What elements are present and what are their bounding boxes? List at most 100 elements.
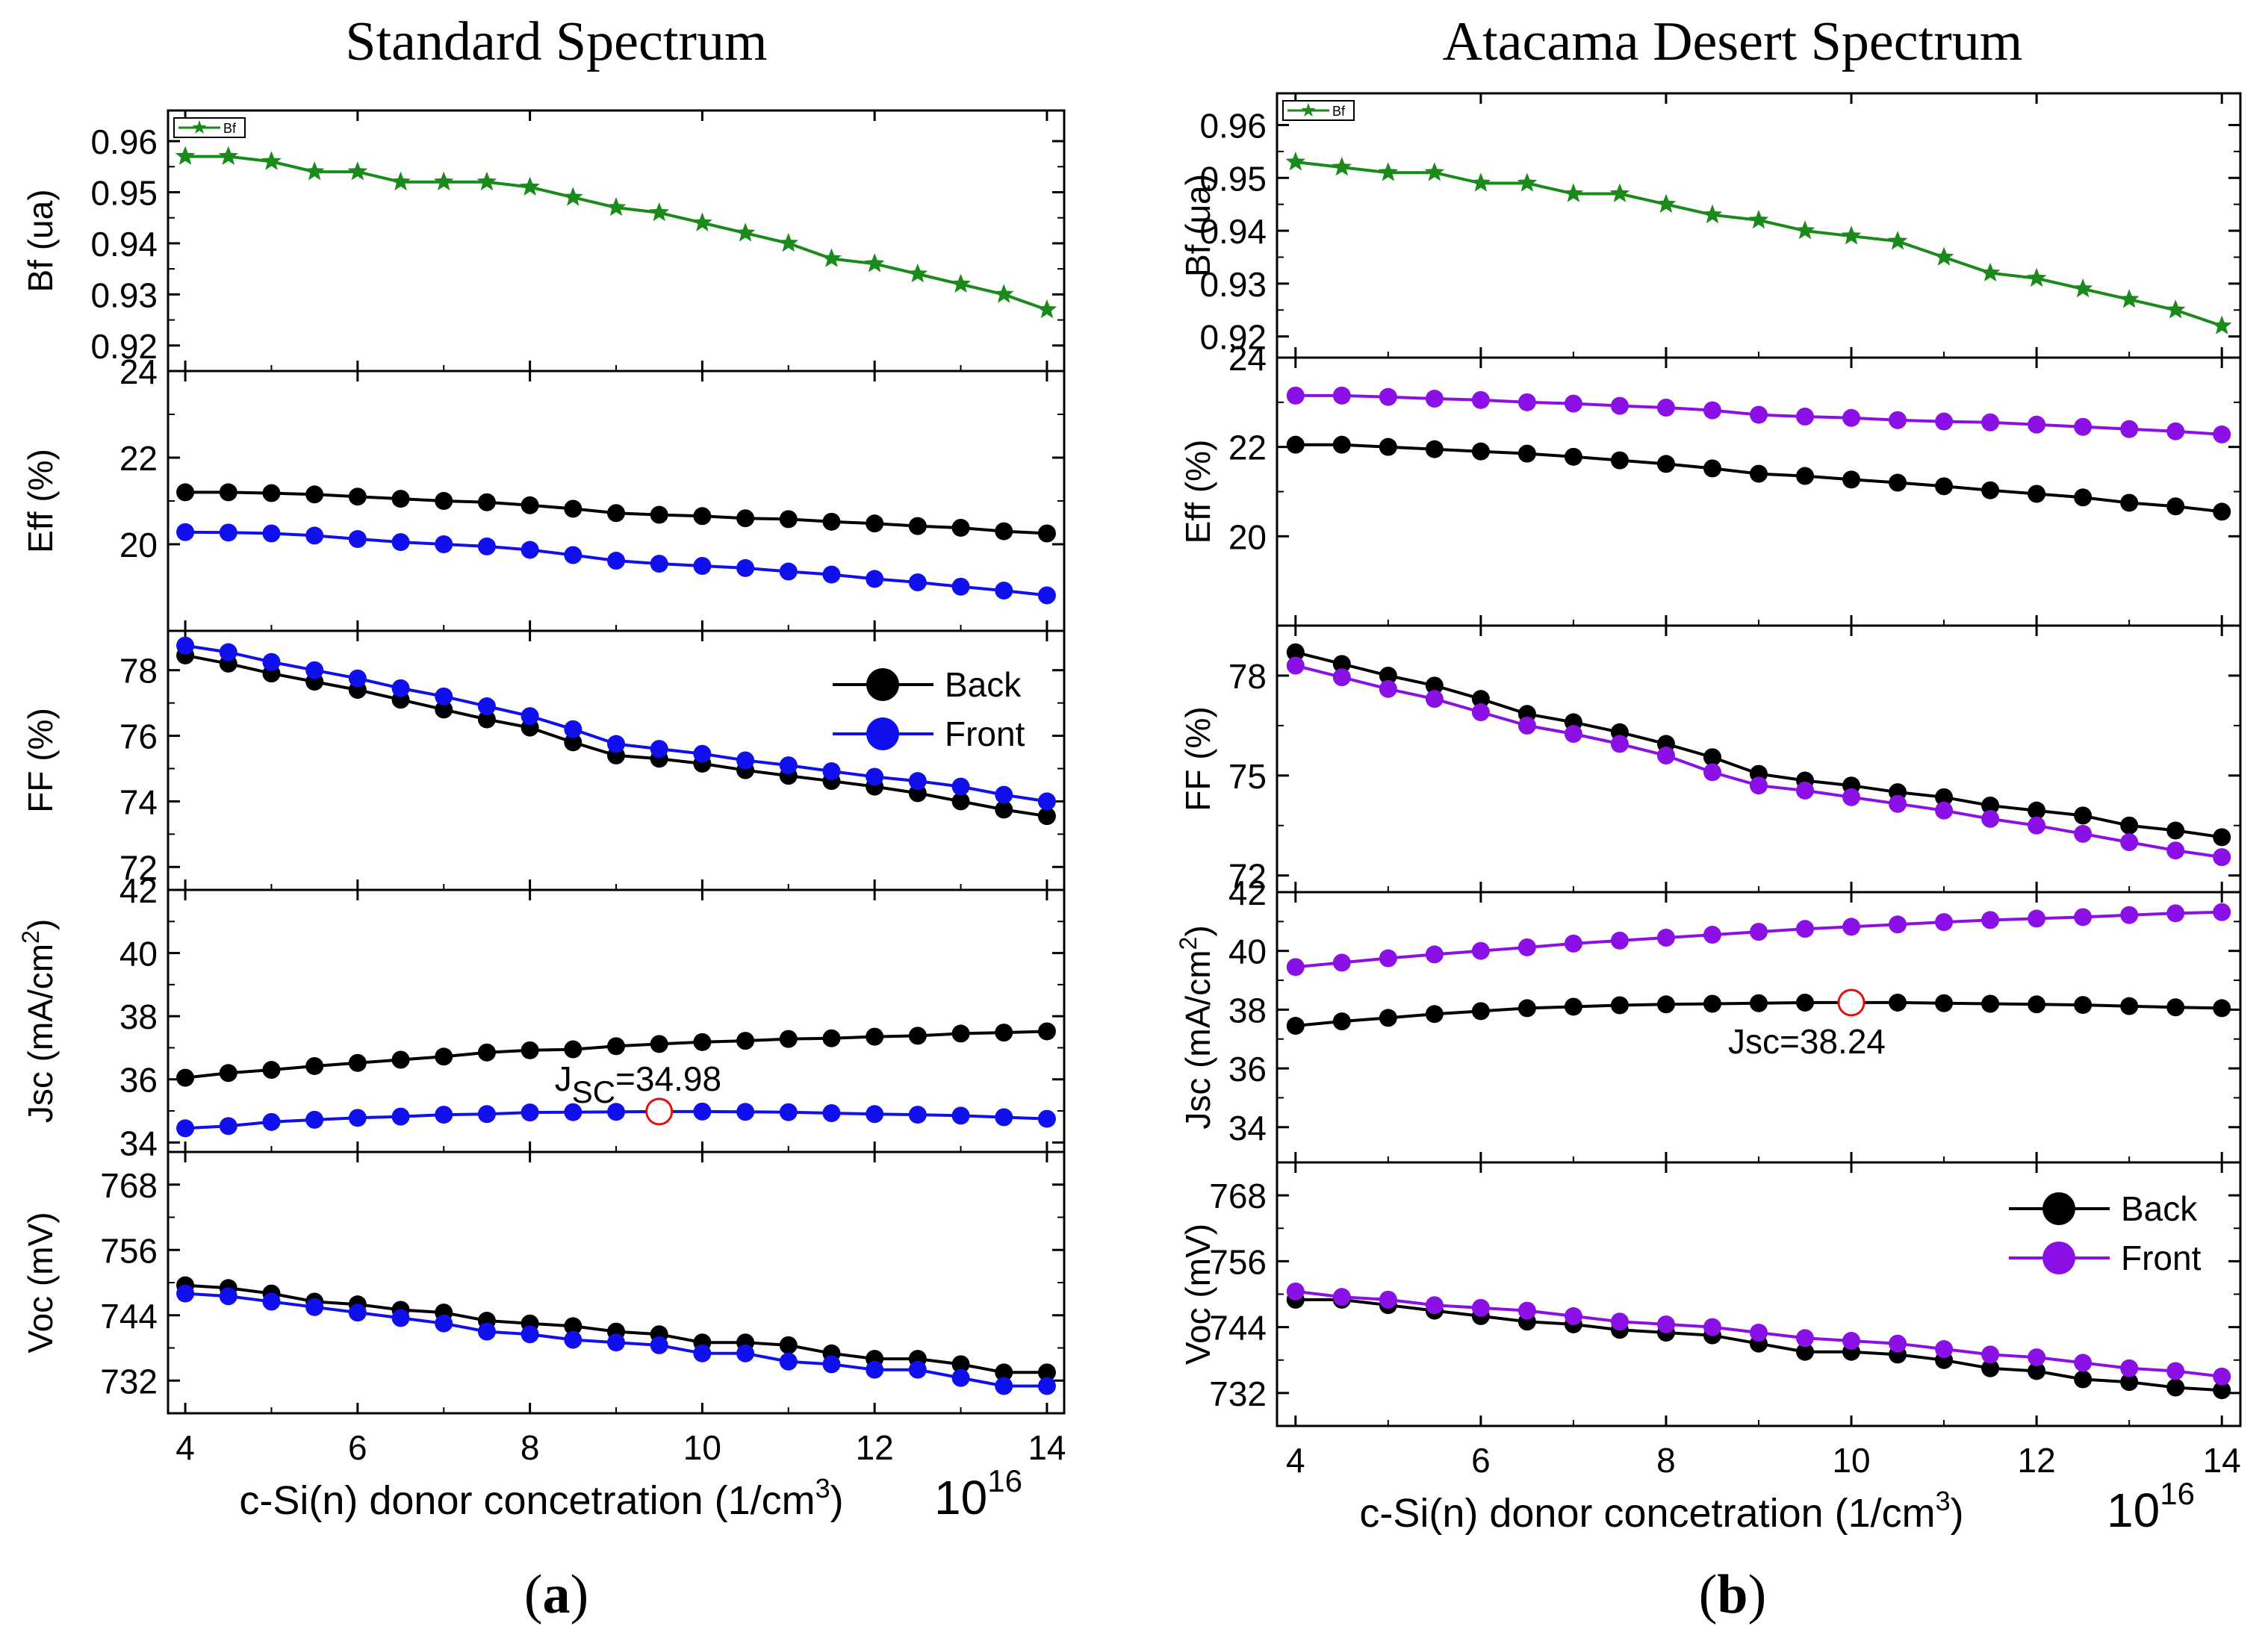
data-point [1703, 459, 1721, 478]
data-point [2213, 425, 2231, 443]
data-point [778, 232, 799, 252]
data-point [2028, 1348, 2046, 1367]
data-point [176, 1068, 195, 1087]
data-point [995, 1108, 1013, 1127]
data-point [477, 537, 496, 555]
data-point [477, 1322, 496, 1341]
data-point [1795, 220, 1815, 240]
data-point [1037, 1022, 1056, 1041]
data-point [435, 687, 453, 706]
data-point [391, 490, 410, 508]
data-point [2166, 998, 2185, 1017]
data-point [1037, 586, 1056, 605]
data-point [1285, 152, 1306, 171]
data-point [1517, 999, 1536, 1018]
data-point [822, 1103, 841, 1122]
data-point [995, 1363, 1013, 1382]
y-tick-label: 24 [119, 352, 158, 391]
y-axis-label: Jsc (mA/cm2) [1175, 925, 1217, 1129]
data-point [1037, 1109, 1056, 1128]
data-point [1286, 1017, 1305, 1035]
data-point [435, 700, 453, 719]
plot-frame [167, 109, 1066, 373]
data-point [2166, 904, 2185, 923]
data-point [304, 161, 325, 181]
y-axis-label: Voc (mV) [1178, 1224, 1217, 1365]
data-point [779, 1352, 798, 1371]
data-point [2028, 995, 2046, 1014]
data-point [1332, 435, 1351, 454]
y-tick-label: 34 [119, 1124, 158, 1162]
data-point [1750, 923, 1768, 941]
data-point [736, 558, 755, 577]
data-point [606, 197, 627, 217]
data-point [477, 710, 496, 729]
x-axis-multiplier: 1016 [2107, 1476, 2195, 1537]
data-point [1425, 390, 1444, 408]
data-point [1379, 387, 1397, 406]
subplot-jsc: 34 36 38 40 42 Jsc (mA/cm2) JSC=34.98 [17, 871, 1066, 1162]
data-point [477, 1043, 496, 1062]
data-point [1750, 776, 1768, 795]
data-point [693, 744, 712, 763]
data-point [2166, 841, 2185, 860]
legend-label: Back [945, 665, 1022, 704]
data-point [1286, 386, 1305, 405]
data-point [822, 1355, 841, 1374]
data-point [1796, 1342, 1815, 1361]
data-point [521, 541, 539, 559]
data-point [219, 1287, 237, 1306]
data-point [1517, 1301, 1536, 1320]
y-tick-label: 0.95 [90, 173, 158, 212]
y-tick-label: 768 [100, 1166, 158, 1205]
y-tick-label: 22 [1228, 429, 1267, 467]
data-point [477, 493, 496, 511]
data-point [1563, 183, 1584, 202]
data-point [693, 1033, 712, 1051]
panel-b: Atacama Desert Spectrum0.920.930.940.950… [1175, 11, 2242, 1625]
data-point [1656, 1315, 1675, 1333]
data-point [1425, 1296, 1444, 1315]
data-point [305, 1110, 324, 1129]
data-point [908, 517, 927, 535]
y-axis-label: Bf (ua) [1178, 174, 1217, 277]
subplot-bf: 0.92 0.93 0.94 0.95 0.96 Bf (ua) Bf [1178, 92, 2242, 359]
data-point [736, 751, 755, 770]
data-point [435, 535, 453, 553]
data-point [1889, 1334, 1907, 1353]
data-point [2211, 315, 2232, 334]
data-point [1796, 407, 1815, 426]
data-point [693, 1102, 712, 1121]
series-front [176, 636, 1056, 811]
data-point [2120, 906, 2139, 924]
panel-title: Standard Spectrum [345, 11, 767, 72]
data-point [1703, 763, 1721, 782]
data-point [907, 264, 928, 283]
data-point [1470, 172, 1491, 192]
x-tick-label: 8 [1656, 1441, 1676, 1480]
data-point [348, 1304, 367, 1322]
series-front [176, 1284, 1056, 1395]
series-back [1286, 643, 2231, 847]
data-point [1935, 801, 1954, 820]
data-point [1286, 958, 1305, 977]
panel-caption: (b) [1699, 1564, 1766, 1625]
y-axis-label: Eff (%) [21, 449, 60, 553]
y-tick-label: 0.95 [1199, 159, 1267, 198]
data-point [1935, 788, 1954, 806]
y-tick-label: 22 [119, 439, 158, 478]
y-tick-label: 72 [119, 848, 158, 887]
data-point [477, 1105, 496, 1124]
data-point [521, 1325, 539, 1344]
y-axis-label: FF (%) [21, 708, 60, 813]
data-point [305, 1298, 324, 1316]
data-point [1889, 794, 1907, 813]
plot-frame [1276, 1161, 2242, 1427]
series-back [176, 483, 1056, 543]
data-point [1564, 394, 1582, 413]
data-point [864, 253, 885, 272]
data-point [1703, 994, 1721, 1013]
data-point [995, 1024, 1013, 1042]
legend-label: Front [945, 714, 1025, 753]
data-point [1609, 183, 1630, 202]
